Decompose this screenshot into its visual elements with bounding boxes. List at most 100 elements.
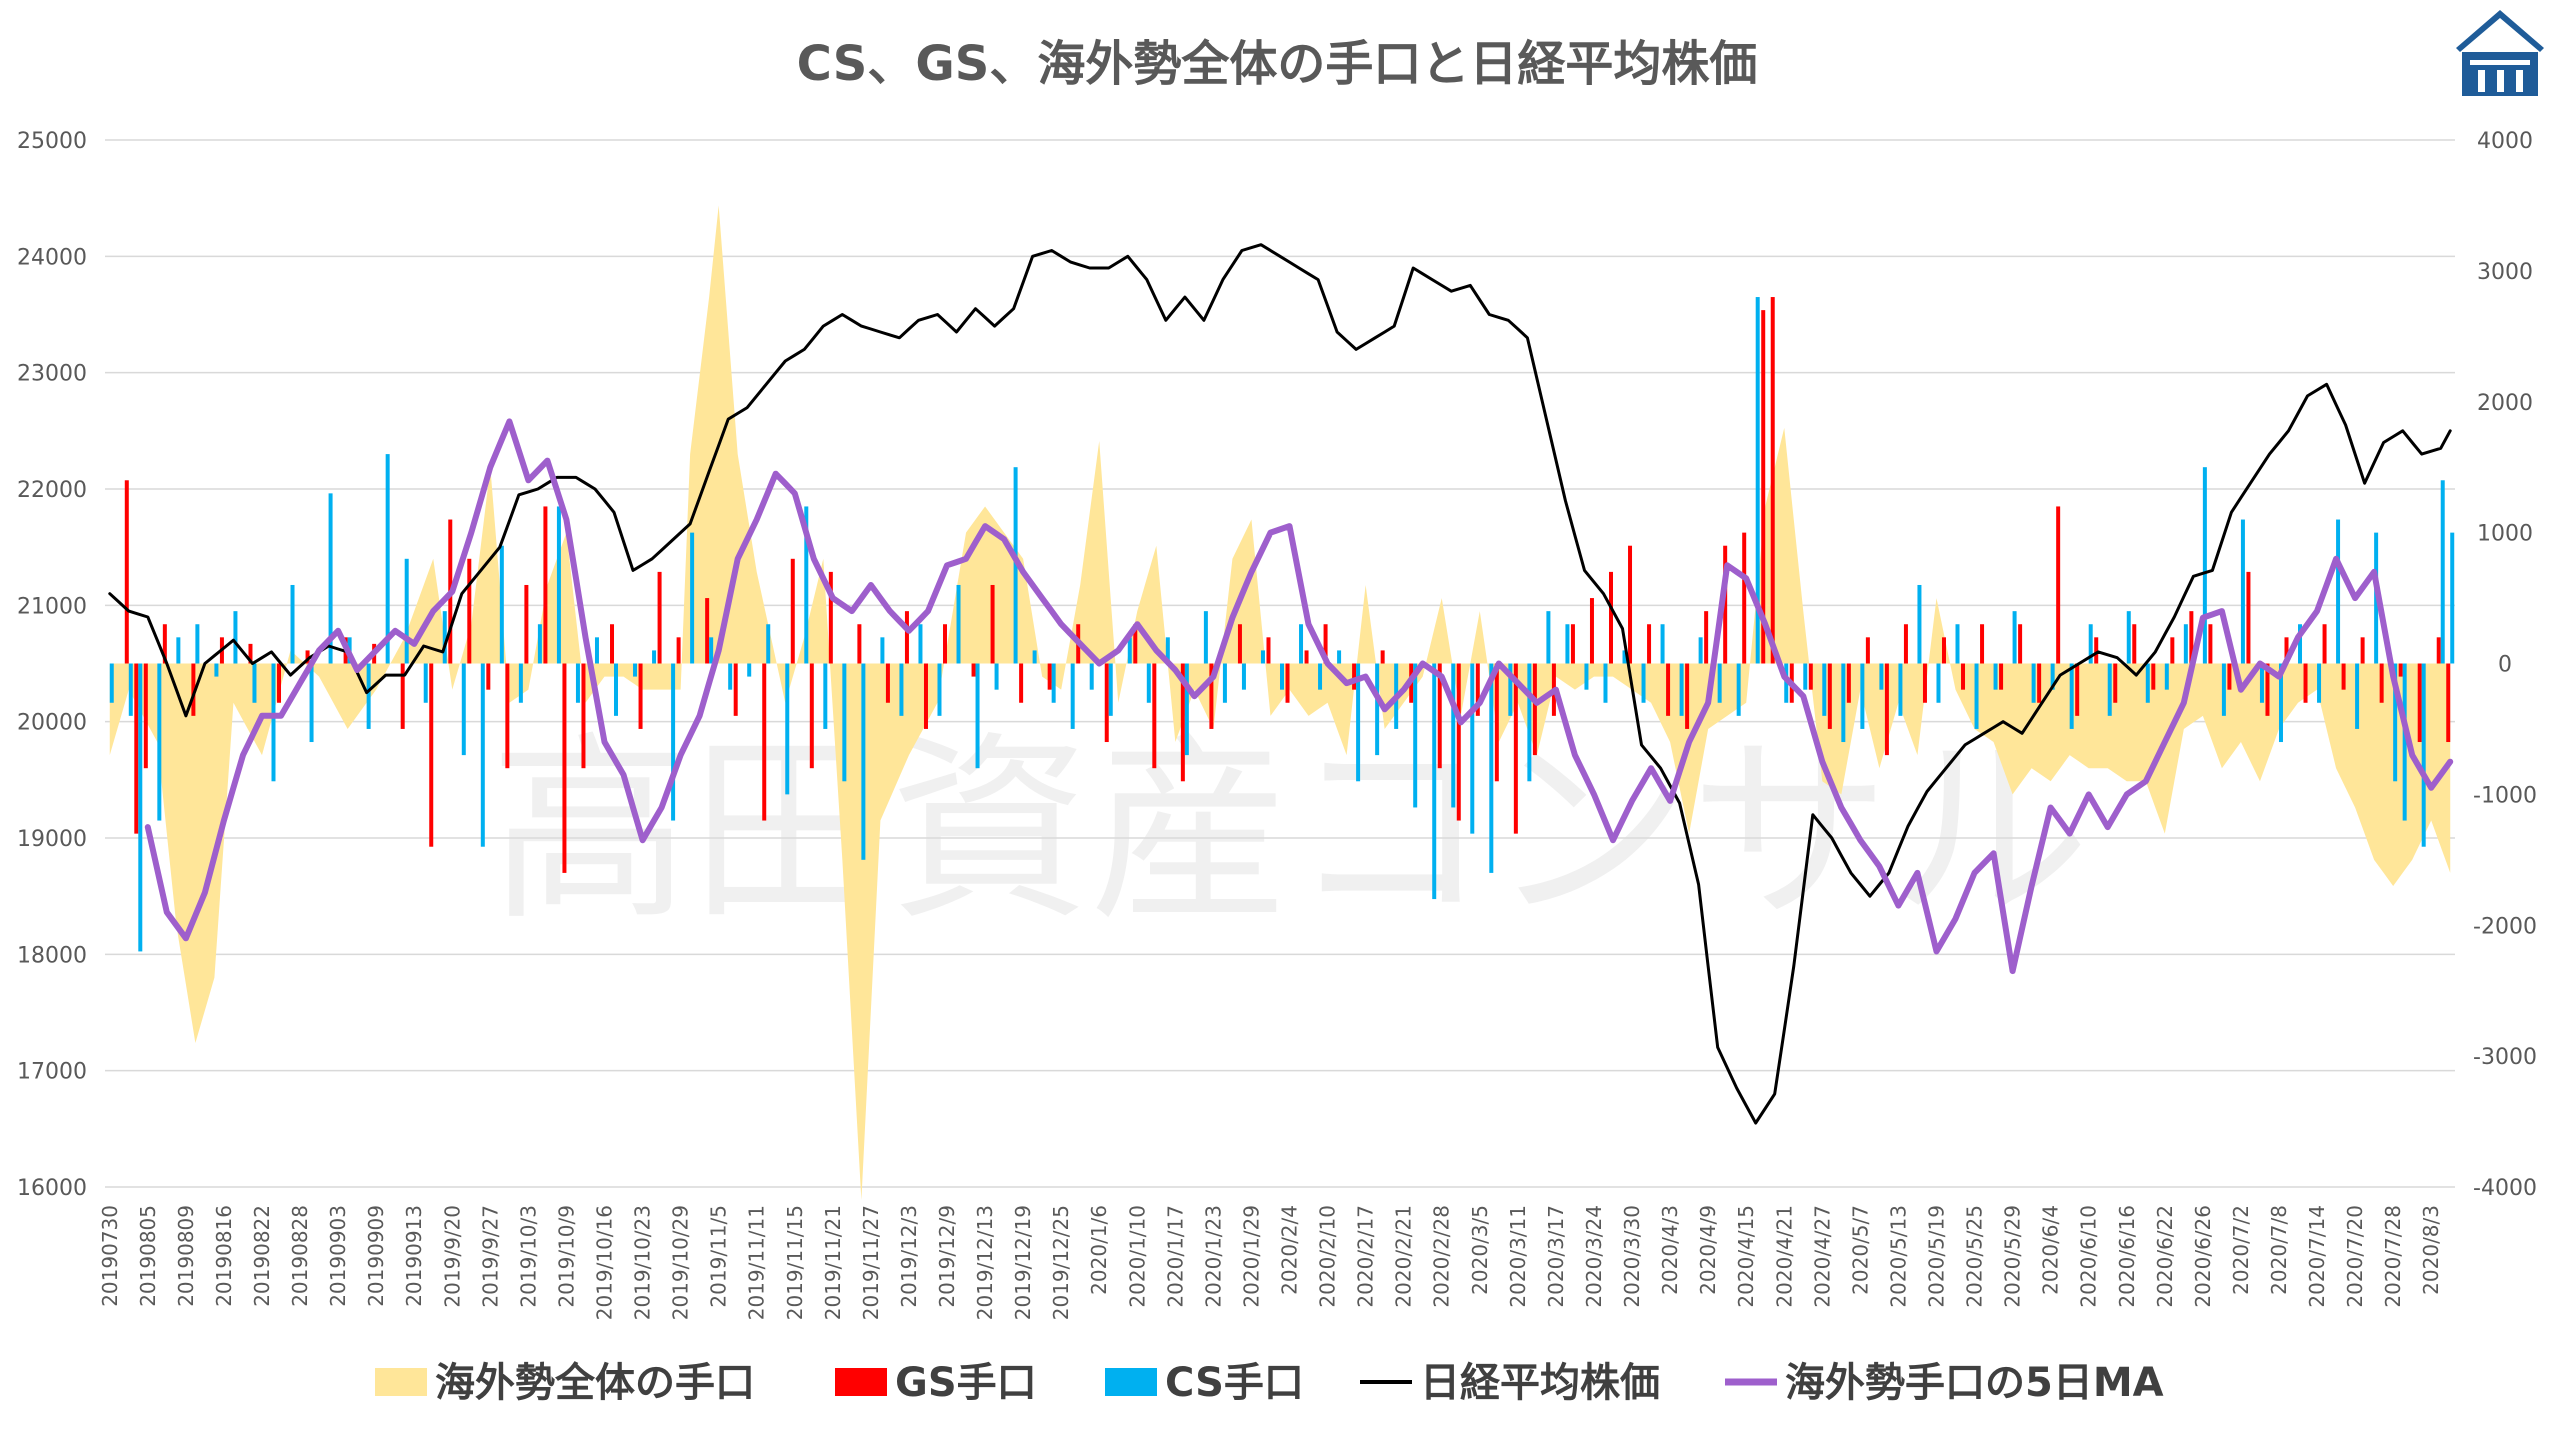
y-left-tick-label: 18000 — [17, 943, 87, 968]
x-tick-label: 2020/2/4 — [1278, 1205, 1302, 1295]
x-tick-label: 2020/5/29 — [2001, 1205, 2025, 1308]
bar-CS手口 — [309, 663, 314, 743]
bar-CS手口 — [1508, 663, 1513, 716]
legend-label: 海外勢全体の手口 — [435, 1360, 755, 1406]
x-tick-label: 2020/4/27 — [1810, 1205, 1834, 1308]
x-tick-label: 2020/7/28 — [2381, 1205, 2405, 1308]
bar-CS手口 — [975, 663, 980, 769]
bar-CS手口 — [1108, 663, 1113, 716]
bar-GS手口 — [2151, 663, 2156, 690]
bar-GS手口 — [1723, 545, 1728, 664]
x-tick-label: 20190816 — [212, 1205, 236, 1307]
bar-CS手口 — [1299, 624, 1304, 664]
x-tick-label: 2020/6/22 — [2153, 1205, 2177, 1308]
bar-GS手口 — [1827, 663, 1832, 729]
bar-GS手口 — [2417, 663, 2422, 743]
bar-CS手口 — [138, 663, 143, 952]
bar-CS手口 — [652, 650, 657, 664]
bar-CS手口 — [461, 663, 466, 756]
x-tick-label: 2020/4/9 — [1696, 1205, 1720, 1295]
bar-CS手口 — [2126, 611, 2131, 664]
logo-pillar-right — [2516, 70, 2523, 92]
y-right-tick-label: 1000 — [2477, 522, 2533, 547]
bar-GS手口 — [562, 663, 567, 873]
x-tick-label: 2020/7/8 — [2267, 1205, 2291, 1295]
bar-GS手口 — [1237, 624, 1242, 664]
x-tick-label: 2019/12/19 — [1011, 1205, 1035, 1320]
bar-CS手口 — [1993, 663, 1998, 690]
bar-CS手口 — [1755, 297, 1760, 664]
x-axis: 20190730 20190805 20190809 20190816 20190822… — [98, 1205, 2443, 1320]
bar-CS手口 — [747, 663, 752, 677]
bar-GS手口 — [277, 663, 282, 703]
bar-CS手口 — [423, 663, 428, 703]
bar-CS手口 — [214, 663, 219, 677]
bar-CS手口 — [2336, 519, 2341, 664]
bar-CS手口 — [2012, 611, 2017, 664]
y-left-tick-label: 24000 — [17, 245, 87, 270]
x-tick-label: 2020/4/15 — [1734, 1205, 1758, 1308]
bar-CS手口 — [1860, 663, 1865, 729]
legend-label: CS手口 — [1165, 1360, 1304, 1406]
logo-bar — [2470, 60, 2530, 65]
x-tick-label: 2019/10/23 — [631, 1205, 655, 1320]
bar-CS手口 — [1470, 663, 1475, 834]
legend-label: 日経平均株価 — [1420, 1360, 1660, 1406]
bar-GS手口 — [2189, 611, 2194, 664]
bar-GS手口 — [1865, 637, 1870, 664]
bar-CS手口 — [195, 624, 200, 664]
bar-CS手口 — [1898, 663, 1903, 716]
bar-GS手口 — [790, 558, 795, 664]
bar-CS手口 — [1184, 663, 1189, 756]
bar-CS手口 — [2355, 663, 2360, 729]
bar-CS手口 — [633, 663, 638, 677]
bar-GS手口 — [1570, 624, 1575, 664]
bar-CS手口 — [2421, 663, 2426, 847]
y-axis-right: -4000 -3000 -2000 -1000 0 1000 2000 3000 4000 — [2473, 129, 2537, 1201]
bar-CS手口 — [2202, 467, 2207, 664]
bar-CS手口 — [1089, 663, 1094, 690]
bar-GS手口 — [2018, 624, 2023, 664]
x-tick-label: 2020/7/14 — [2305, 1205, 2329, 1308]
bar-CS手口 — [1917, 584, 1922, 664]
x-tick-label: 2020/1/17 — [1163, 1205, 1187, 1308]
bar-GS手口 — [1704, 611, 1709, 664]
area-series — [109, 205, 2451, 1201]
bar-CS手口 — [690, 532, 695, 664]
x-tick-label: 20190909 — [364, 1205, 388, 1307]
bar-GS手口 — [1685, 663, 1690, 729]
x-tick-label: 2020/3/17 — [1544, 1205, 1568, 1308]
bar-GS手口 — [676, 637, 681, 664]
bar-CS手口 — [2164, 663, 2169, 690]
bar-CS手口 — [271, 663, 276, 782]
bar-GS手口 — [2132, 624, 2137, 664]
bar-CS手口 — [233, 611, 238, 664]
bar-CS手口 — [2031, 663, 2036, 703]
bar-GS手口 — [1475, 663, 1480, 716]
bar-GS手口 — [1152, 663, 1157, 769]
bar-CS手口 — [1451, 663, 1456, 808]
bar-GS手口 — [1666, 663, 1671, 716]
bar-GS手口 — [143, 663, 148, 769]
x-tick-label: 2020/3/30 — [1620, 1205, 1644, 1308]
bar-CS手口 — [994, 663, 999, 690]
bar-GS手口 — [1047, 663, 1052, 690]
bar-CS手口 — [1622, 650, 1627, 664]
bar-GS手口 — [1285, 663, 1290, 703]
bar-CS手口 — [709, 637, 714, 664]
bar-CS手口 — [1356, 663, 1361, 782]
bar-GS手口 — [1266, 637, 1271, 664]
bar-CS手口 — [1375, 663, 1380, 756]
x-tick-label: 2020/5/7 — [1848, 1205, 1872, 1295]
bar-CS手口 — [1489, 663, 1494, 873]
bar-CS手口 — [614, 663, 619, 716]
x-tick-label: 2020/2/10 — [1316, 1205, 1340, 1308]
legend-swatch — [1105, 1368, 1157, 1396]
bar-GS手口 — [2446, 663, 2451, 743]
x-tick-label: 2020/6/26 — [2191, 1205, 2215, 1308]
bar-CS手口 — [823, 663, 828, 729]
bar-CS手口 — [328, 493, 333, 664]
bar-CS手口 — [442, 611, 447, 664]
bar-GS手口 — [1742, 532, 1747, 664]
bar-GS手口 — [2227, 663, 2232, 690]
